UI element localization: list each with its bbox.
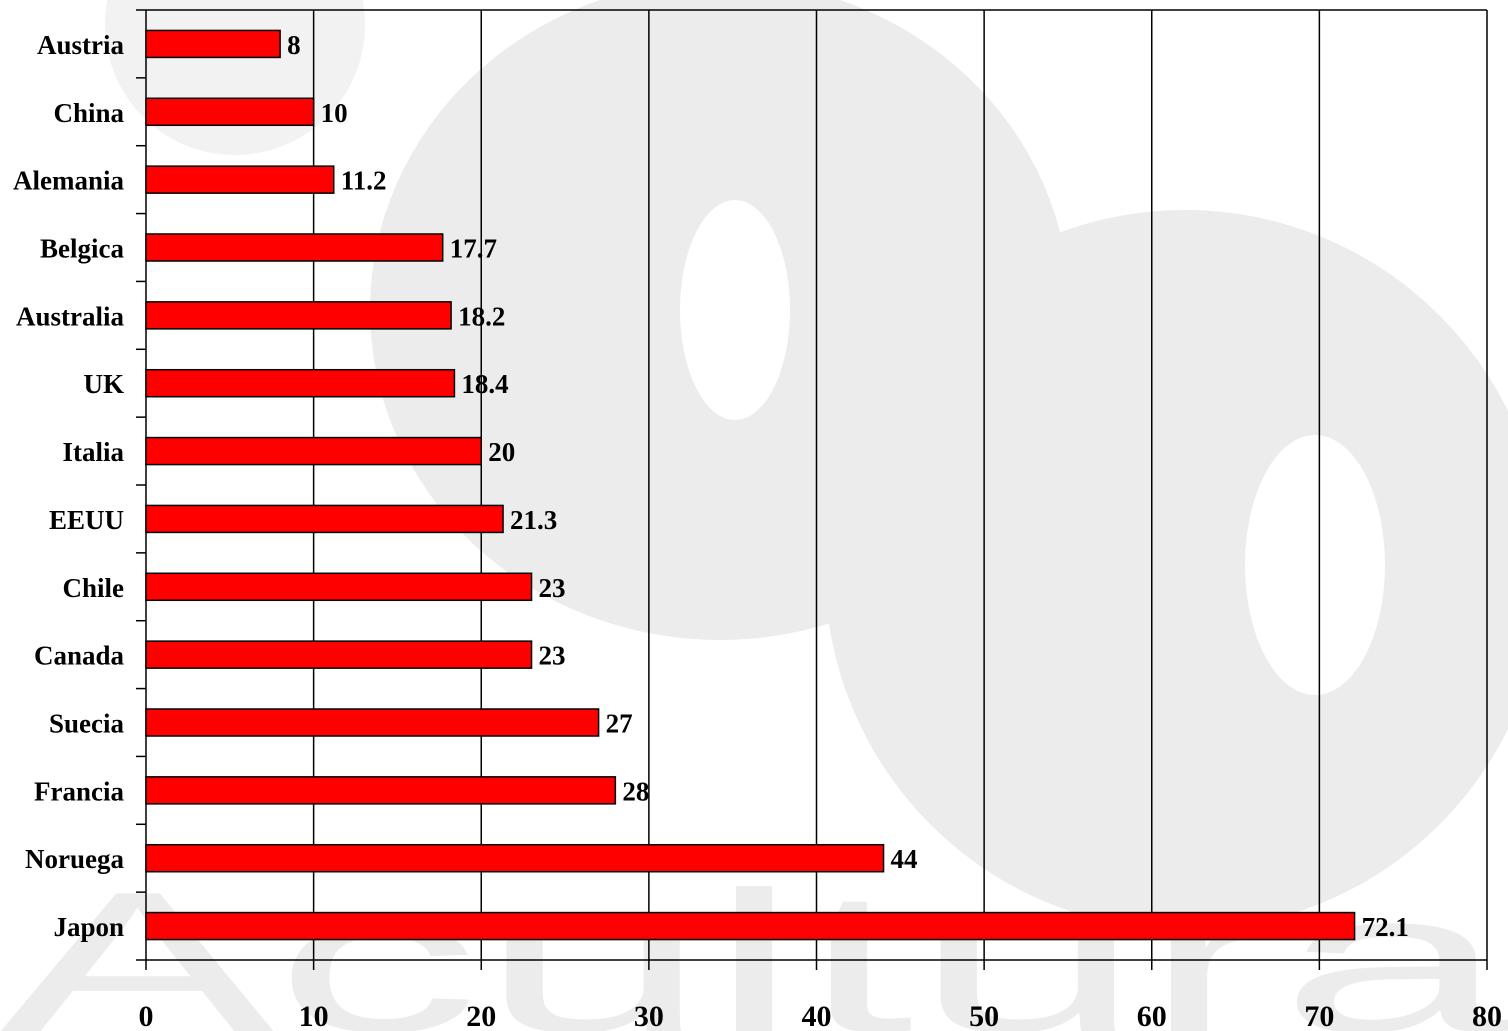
x-tick-label: 70 [1304,1000,1334,1031]
bar-japon [145,911,1356,941]
bar-austria [145,29,281,59]
x-tick-label: 10 [299,1000,329,1031]
data-label: 11.2 [341,166,387,196]
category-label: Italia [62,437,124,467]
bar-eeuu [145,504,504,534]
bar-italia [145,436,482,466]
data-label: 44 [891,844,918,874]
category-label: Chile [62,573,124,603]
bars [145,29,1356,941]
watermark-text: Acultura [0,851,1508,1031]
x-tick-label: 40 [802,1000,832,1031]
bar-francia [145,776,617,805]
data-label: 18.2 [458,301,505,331]
bar-uk [145,368,456,398]
category-label: UK [84,369,125,399]
data-label: 8 [287,30,301,60]
bar-china [145,97,315,127]
x-tick-label: 30 [634,1000,664,1031]
bar-suecia [145,708,600,737]
watermark-hole-middle [680,200,790,420]
category-label: Australia [16,301,125,331]
category-label: Noruega [25,844,124,874]
bar-australia [145,301,452,330]
category-label: Belgica [40,234,124,264]
x-tick-label: 0 [139,1000,154,1031]
data-label: 21.3 [510,505,557,535]
labels: 0 10 20 30 40 50 60 70 80 Austria 8 China 10 Alemania… [13,30,1502,1031]
watermark-ellipse-right [825,210,1508,930]
x-tick-label: 50 [969,1000,999,1031]
bar-alemania [145,165,335,194]
category-label: Francia [34,776,124,806]
data-label: 10 [321,98,348,128]
x-tick-label: 60 [1137,1000,1167,1031]
category-label: Canada [34,641,125,671]
data-label: 20 [488,437,515,467]
x-tick-label: 80 [1472,1000,1502,1031]
bar-canada [145,640,533,669]
bar-noruega [145,843,885,873]
bar-belgica [145,233,444,262]
x-tick-label: 20 [466,1000,496,1031]
category-label: Alemania [13,166,124,196]
category-label: EEUU [49,505,124,535]
category-label: China [53,98,124,128]
bar-chile [145,572,533,602]
data-label: 18.4 [461,369,508,399]
category-label: Suecia [49,709,125,739]
data-label: 27 [606,709,633,739]
watermark-hole-right [1245,435,1385,695]
data-label: 23 [539,641,566,671]
category-label: Austria [37,30,124,60]
data-label: 28 [622,776,649,806]
data-label: 72.1 [1362,912,1409,942]
data-label: 23 [539,573,566,603]
data-label: 17.7 [450,234,497,264]
category-label: Japon [53,912,124,942]
